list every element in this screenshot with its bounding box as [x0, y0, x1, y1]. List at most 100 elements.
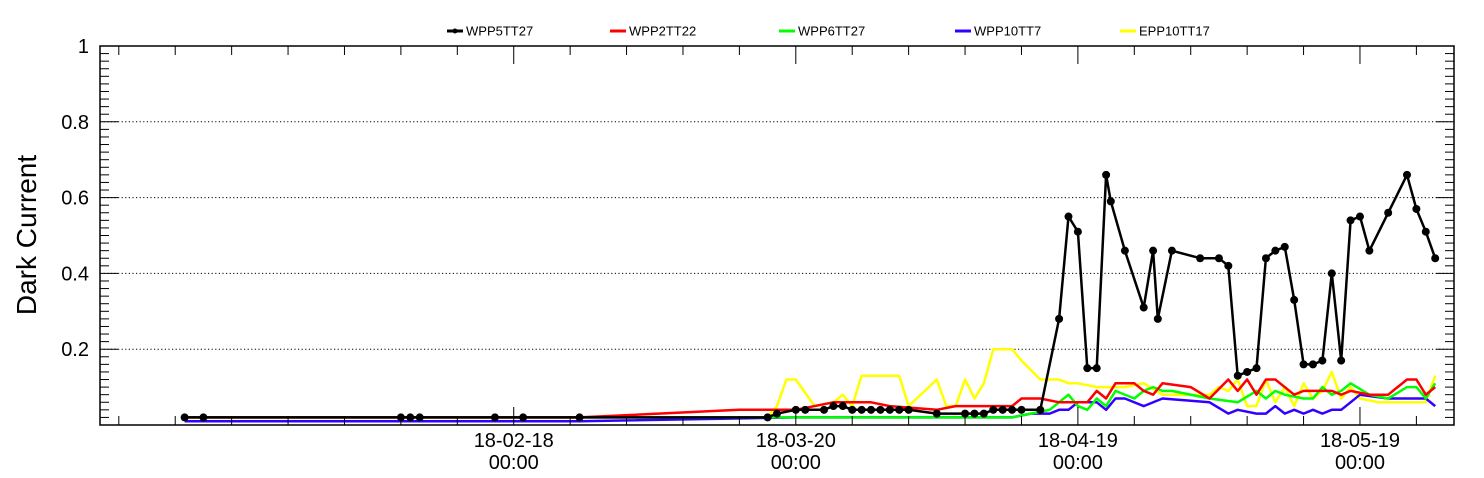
legend-label: WPP2TT22 — [629, 24, 696, 39]
x-tick-label-time: 00:00 — [1053, 452, 1103, 473]
x-tick-label-date: 18-03-20 — [756, 430, 836, 452]
y-tick-label: 0.8 — [61, 112, 89, 134]
data-point — [1318, 356, 1327, 365]
y-tick-label: 1 — [78, 36, 89, 58]
data-point — [1421, 227, 1430, 236]
data-point — [1196, 254, 1205, 263]
data-point — [180, 413, 189, 422]
data-point — [1261, 254, 1270, 263]
data-point — [1083, 364, 1092, 373]
data-point — [575, 413, 584, 422]
data-point — [1055, 314, 1064, 323]
data-point — [1092, 364, 1101, 373]
data-point — [1017, 405, 1026, 414]
data-point — [857, 405, 866, 414]
data-point — [1337, 356, 1346, 365]
data-point — [838, 402, 847, 411]
data-point — [1271, 246, 1280, 255]
data-point — [1008, 405, 1017, 414]
data-point — [829, 402, 838, 411]
data-point — [848, 405, 857, 414]
legend-item-EPP10TT17: EPP10TT17 — [1120, 24, 1210, 39]
y-tick-label: 0.4 — [61, 263, 89, 285]
data-point — [1102, 170, 1111, 179]
data-point — [1365, 246, 1374, 255]
legend-item-WPP6TT27: WPP6TT27 — [779, 24, 865, 39]
data-point — [199, 413, 208, 422]
data-point — [1402, 170, 1411, 179]
legend-item-WPP10TT7: WPP10TT7 — [955, 24, 1041, 39]
data-point — [970, 409, 979, 418]
data-point — [801, 405, 810, 414]
data-point — [1327, 269, 1336, 278]
data-point — [763, 413, 772, 422]
data-point — [415, 413, 424, 422]
data-point — [895, 405, 904, 414]
x-tick-label-time: 00:00 — [771, 452, 821, 473]
data-point — [1036, 405, 1045, 414]
series-line — [184, 378, 1436, 419]
data-point — [989, 405, 998, 414]
data-point — [932, 409, 941, 418]
data-point — [1064, 212, 1073, 221]
series-WPP2TT22 — [184, 378, 1436, 419]
grid-lines — [100, 121, 1454, 350]
data-point — [406, 413, 415, 422]
series-line — [184, 347, 1437, 419]
data-point — [961, 409, 970, 418]
data-point — [867, 405, 876, 414]
y-tick-label: 0.2 — [61, 339, 89, 361]
data-point — [1355, 212, 1364, 221]
data-point — [1299, 360, 1308, 369]
legend-item-WPP5TT27: WPP5TT27 — [447, 24, 533, 39]
data-point — [1252, 364, 1261, 373]
series-WPP10TT7 — [184, 393, 1436, 423]
data-point — [1167, 246, 1176, 255]
data-point — [1120, 246, 1129, 255]
legend-label: EPP10TT17 — [1139, 24, 1210, 39]
series-WPP6TT27 — [184, 382, 1437, 419]
data-point — [1346, 216, 1355, 225]
data-point — [1073, 227, 1082, 236]
x-tick-label-time: 00:00 — [1335, 452, 1385, 473]
series-WPP5TT27 — [180, 170, 1440, 422]
series-line — [184, 393, 1436, 423]
y-axis-label: Dark Current — [11, 155, 42, 315]
series-EPP10TT17 — [184, 347, 1437, 419]
legend: WPP5TT27 WPP2TT22 WPP6TT27 WPP10TT7 EPP10TT1… — [447, 24, 1210, 39]
axes: 0.20.40.60.8118-02-1800:0018-03-2000:001… — [61, 36, 1454, 474]
data-point — [519, 413, 528, 422]
data-point — [1431, 254, 1440, 263]
data-point — [1280, 242, 1289, 251]
data-point — [904, 405, 913, 414]
legend-label: WPP10TT7 — [974, 24, 1041, 39]
data-point — [1224, 261, 1233, 270]
data-point — [1153, 314, 1162, 323]
legend-item-WPP2TT22: WPP2TT22 — [610, 24, 696, 39]
data-point — [998, 405, 1007, 414]
plot-frame — [99, 45, 1455, 426]
data-point — [979, 409, 988, 418]
x-tick-label-time: 00:00 — [489, 452, 539, 473]
series-line — [184, 382, 1437, 419]
y-tick-label: 0.6 — [61, 188, 89, 210]
data-point — [820, 405, 829, 414]
data-point — [1308, 360, 1317, 369]
legend-label: WPP5TT27 — [466, 24, 533, 39]
x-tick-label-date: 18-04-19 — [1038, 430, 1118, 452]
data-point — [1106, 197, 1115, 206]
legend-label: WPP6TT27 — [798, 24, 865, 39]
data-point — [1139, 303, 1148, 312]
legend-marker — [452, 28, 458, 34]
data-point — [773, 409, 781, 418]
data-point — [876, 405, 885, 414]
data-point — [1290, 295, 1299, 304]
x-tick-label-date: 18-05-19 — [1320, 430, 1400, 452]
data-point — [885, 405, 894, 414]
data-point — [1243, 367, 1252, 376]
data-point — [1412, 204, 1421, 213]
data-point — [1384, 208, 1393, 217]
series-layer — [180, 170, 1440, 423]
